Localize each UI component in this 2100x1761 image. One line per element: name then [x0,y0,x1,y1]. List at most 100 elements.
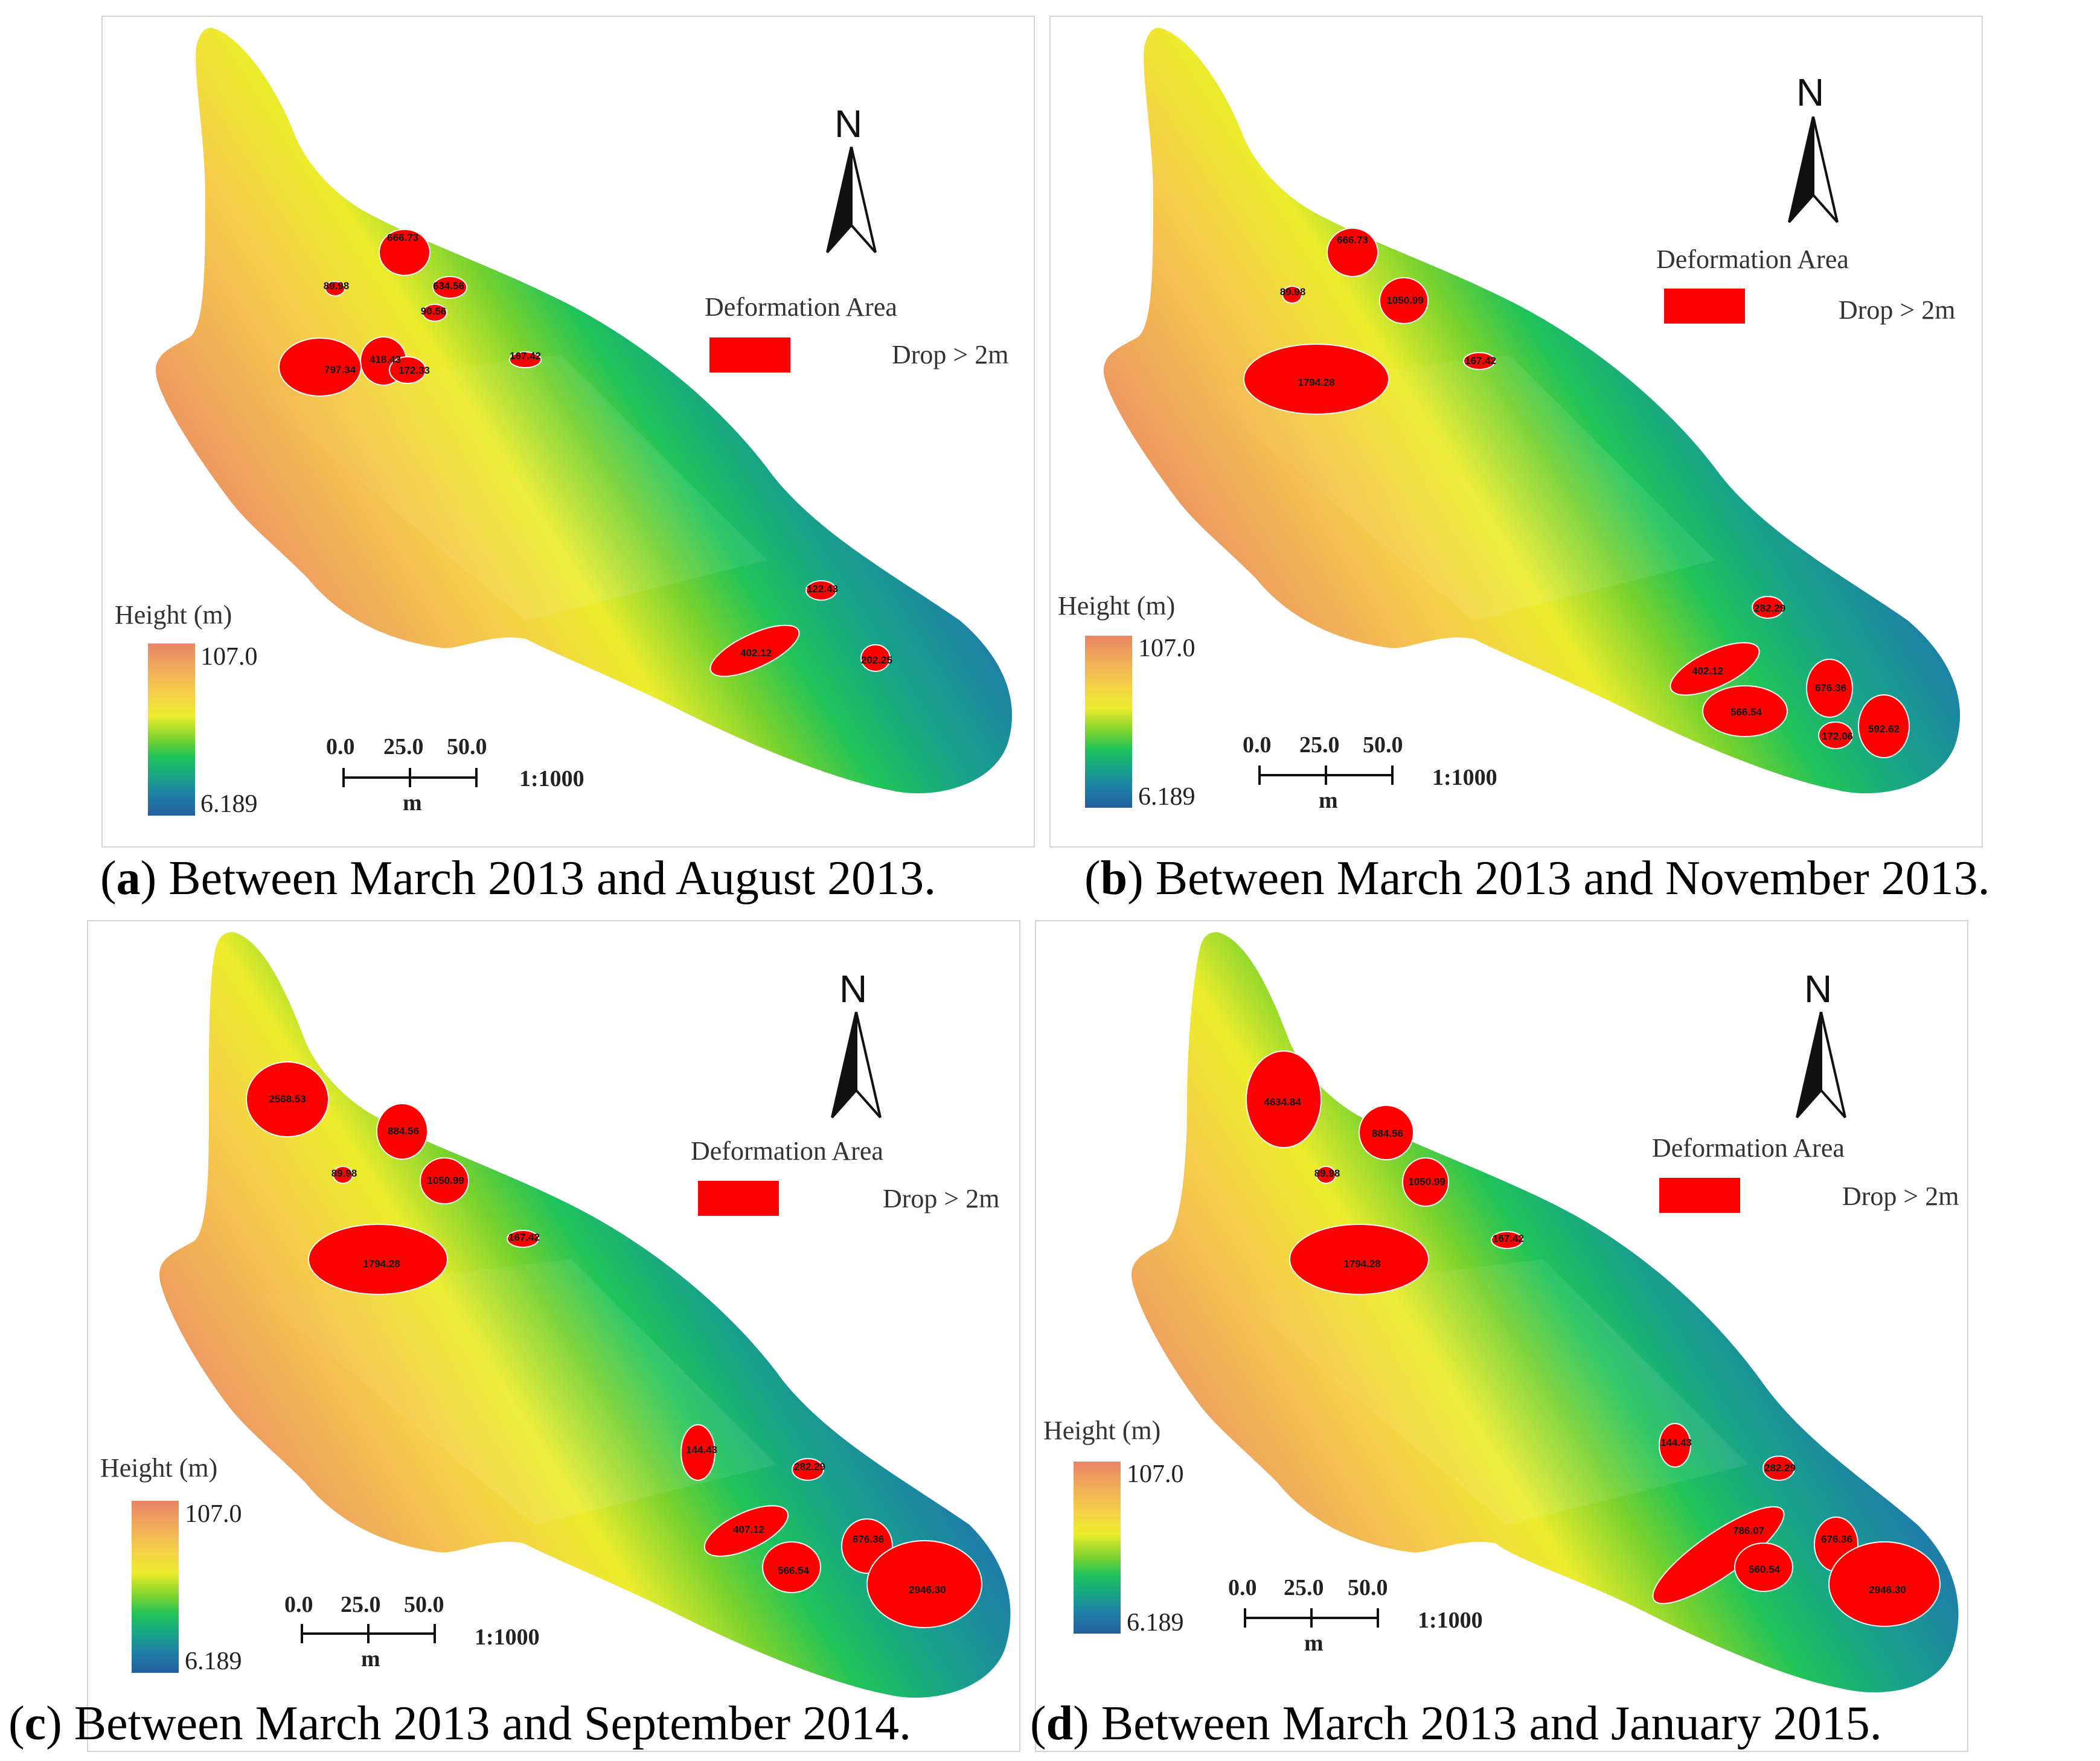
area-value-label: 167.42 [508,1232,540,1243]
deformation-area [432,276,467,299]
deformation-area [1243,344,1389,415]
deformation-areas [1243,228,1910,758]
area-value-label: 2568.53 [269,1093,306,1105]
deformation-area [1702,685,1788,737]
area-value-label: 172.06 [1822,730,1853,742]
deformation-area [376,1103,428,1160]
area-value-label: 560.54 [1749,1564,1780,1575]
scale-label-0: 0.0 [326,734,355,759]
caption-a: (a) Between March 2013 and August 2013. [100,852,936,905]
area-value-label: 2946.30 [909,1584,946,1596]
deformation-area [325,281,345,296]
scale-bar [301,1624,436,1643]
area-value-label: 407.12 [733,1524,764,1535]
scale-ratio: 1:1000 [1432,765,1497,790]
terrain-map [1104,28,1961,794]
scale-label-50: 50.0 [404,1592,444,1617]
caption-text: Between March 2013 and September 2014. [62,1697,912,1750]
height-max-label: 107.0 [1138,634,1196,662]
height-color-bar [1074,1462,1121,1634]
area-value-label: 1794.28 [1343,1258,1381,1270]
deformation-area [333,1166,353,1184]
drop-label: Drop > 2m [1842,1181,1959,1211]
deformation-area [1659,1423,1691,1468]
scale-label-50: 50.0 [1363,732,1403,758]
area-value-label: 402.12 [740,647,772,659]
map-panel-d: 4634.84 884.56 89.98 1050.99 167.42 1794… [1035,920,1968,1752]
deformation-legend-swatch [1659,1178,1740,1213]
scale-ratio: 1:1000 [519,766,584,791]
scale-bar [1258,765,1394,785]
area-value-label: 2946.30 [1869,1584,1906,1596]
deformation-area [1402,1157,1449,1207]
area-value-label: 402.12 [1692,665,1723,677]
deformation-legend-title: Deformation Area [691,1136,883,1166]
area-value-label: 167.42 [510,350,541,362]
area-value-label: 1794.28 [363,1258,400,1270]
deformation-area [762,1541,821,1593]
drop-label: Drop > 2m [883,1184,1000,1213]
caption-letter: a [116,852,141,905]
deformation-area [805,580,837,601]
caption-text: Between March 2013 and November 2013. [1143,852,1990,905]
deformation-area [420,1157,469,1204]
deformation-area [507,1230,539,1248]
north-arrow-icon [1796,1012,1846,1119]
scale-bar [1244,1608,1379,1628]
map-panel-c: 2568.53 884.56 89.98 1050.99 167.42 1794… [87,920,1020,1752]
area-value-label: 418.43 [370,354,401,365]
area-value-label: 89.98 [1314,1168,1340,1179]
deformation-area [860,644,891,672]
height-color-bar [1085,636,1132,808]
area-value-label: 666.73 [387,232,418,243]
deformation-area [509,351,542,368]
height-color-bar [132,1501,179,1673]
ridge-shading [1235,1259,1749,1525]
scale-label-0: 0.0 [1228,1575,1257,1600]
area-value-label: 4634.84 [1264,1096,1301,1108]
deformation-area [379,229,431,276]
deformation-area [1669,642,1760,696]
area-value-label: 797.34 [324,364,356,376]
area-value-label: 90.56 [420,305,447,317]
caption-letter: b [1100,852,1128,905]
scale-label-25: 25.0 [341,1592,381,1617]
scale-bar [342,768,478,787]
scale-label-50: 50.0 [447,734,487,759]
deformation-area [422,304,447,322]
area-value-label: 1050.99 [1386,295,1424,306]
height-max-label: 107.0 [185,1500,242,1528]
height-min-label: 6.189 [1138,783,1196,811]
area-value-label: 592.62 [1868,723,1900,735]
deformation-area [1316,1166,1336,1184]
deformation-legend-title: Deformation Area [705,292,897,322]
scale-label-25: 25.0 [1299,732,1340,758]
deformation-legend-title: Deformation Area [1656,244,1849,274]
terrain-map [159,932,1011,1698]
deformation-area [1734,1542,1793,1592]
area-value-label: 122.43 [807,583,838,595]
deformation-area [680,1424,715,1481]
scale-ratio: 1:1000 [1418,1608,1483,1633]
height-max-label: 107.0 [1127,1460,1184,1488]
area-value-label: 89.98 [323,280,350,292]
deformation-area [1752,596,1784,619]
map-panel-b: 666.73 89.98 1050.99 167.42 1794.28 282.… [1049,16,1983,848]
map-panel-a: 666.73 89.98 634.56 90.56 418.43 797.34 … [101,16,1035,848]
height-min-label: 6.189 [185,1648,242,1675]
height-legend-title: Height (m) [1058,591,1176,621]
scale-label-25: 25.0 [383,734,424,759]
height-min-label: 6.189 [1127,1609,1184,1637]
deformation-area [1762,1456,1795,1481]
area-value-label: 634.56 [433,280,464,292]
north-label: N [1804,967,1833,1011]
area-value-label: 282.29 [1754,602,1785,614]
caption-b: (b) Between March 2013 and November 2013… [1084,852,1990,905]
drop-label: Drop > 2m [892,340,1009,369]
caption-d: (d) Between March 2013 and January 2015. [1030,1697,1882,1750]
area-value-label: 1794.28 [1298,377,1335,388]
scale-unit: m [361,1646,380,1672]
scale-unit: m [1319,788,1338,813]
ridge-shading [254,355,767,621]
caption-letter: d [1046,1697,1074,1750]
